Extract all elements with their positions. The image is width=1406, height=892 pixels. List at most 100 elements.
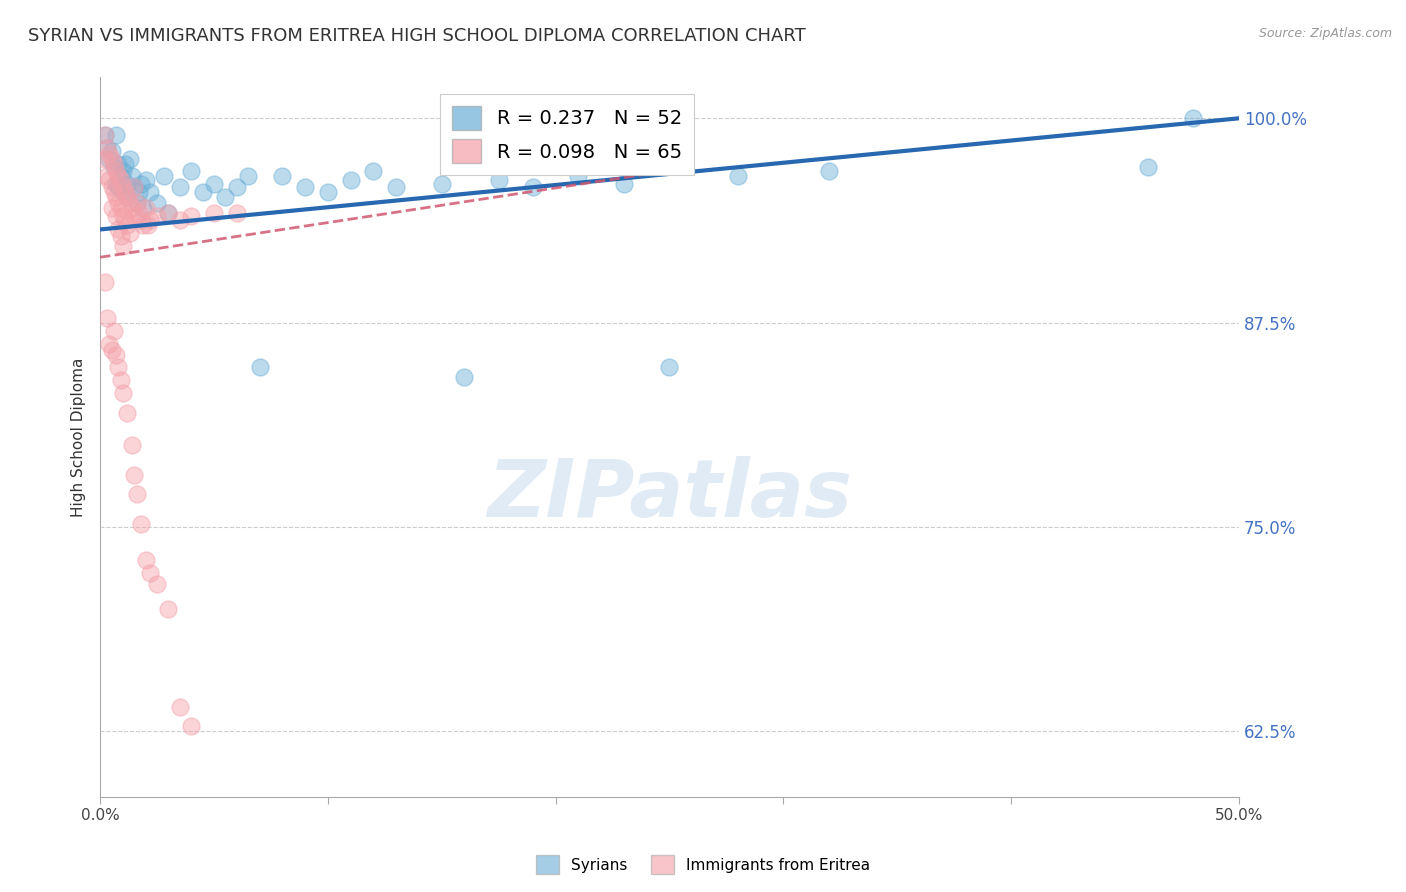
Point xyxy=(567,169,589,183)
Point xyxy=(118,226,141,240)
Point xyxy=(430,177,453,191)
Point xyxy=(157,601,180,615)
Point xyxy=(453,369,475,384)
Point xyxy=(105,348,128,362)
Point xyxy=(124,180,146,194)
Point xyxy=(180,210,202,224)
Point xyxy=(96,141,118,155)
Point xyxy=(110,373,132,387)
Point xyxy=(146,196,169,211)
Point xyxy=(93,128,115,142)
Point xyxy=(385,180,408,194)
Point xyxy=(236,169,259,183)
Point xyxy=(488,173,510,187)
Point xyxy=(136,218,159,232)
Point xyxy=(110,173,132,187)
Point xyxy=(100,201,122,215)
Point xyxy=(180,163,202,178)
Point xyxy=(135,173,157,187)
Point xyxy=(1182,112,1205,126)
Point xyxy=(93,152,115,166)
Point xyxy=(107,359,129,374)
Point xyxy=(191,185,214,199)
Point xyxy=(180,719,202,733)
Point xyxy=(110,201,132,215)
Point xyxy=(105,190,128,204)
Point xyxy=(98,152,121,166)
Point xyxy=(139,185,162,199)
Point xyxy=(271,169,294,183)
Point xyxy=(522,180,544,194)
Point xyxy=(225,180,247,194)
Point xyxy=(100,180,122,194)
Point xyxy=(111,210,134,224)
Point xyxy=(146,210,169,224)
Point xyxy=(249,359,271,374)
Point xyxy=(110,169,132,183)
Point xyxy=(107,157,129,171)
Point xyxy=(93,128,115,142)
Point xyxy=(111,239,134,253)
Point xyxy=(117,190,139,204)
Point xyxy=(135,552,157,566)
Legend: Syrians, Immigrants from Eritrea: Syrians, Immigrants from Eritrea xyxy=(530,849,876,880)
Point xyxy=(118,196,141,211)
Point xyxy=(157,206,180,220)
Point xyxy=(93,275,115,289)
Point xyxy=(818,163,841,178)
Point xyxy=(117,177,139,191)
Point xyxy=(316,185,339,199)
Point xyxy=(103,324,125,338)
Point xyxy=(121,169,143,183)
Text: SYRIAN VS IMMIGRANTS FROM ERITREA HIGH SCHOOL DIPLOMA CORRELATION CHART: SYRIAN VS IMMIGRANTS FROM ERITREA HIGH S… xyxy=(28,27,806,45)
Point xyxy=(294,180,316,194)
Point xyxy=(111,185,134,199)
Point xyxy=(96,310,118,325)
Point xyxy=(100,343,122,358)
Point xyxy=(103,161,125,175)
Point xyxy=(121,201,143,215)
Point xyxy=(225,206,247,220)
Point xyxy=(139,212,162,227)
Point xyxy=(169,699,191,714)
Point xyxy=(107,180,129,194)
Point xyxy=(169,212,191,227)
Point xyxy=(96,141,118,155)
Y-axis label: High School Diploma: High School Diploma xyxy=(72,358,86,516)
Point xyxy=(1136,161,1159,175)
Point xyxy=(105,210,128,224)
Text: ZIPatlas: ZIPatlas xyxy=(486,456,852,533)
Point xyxy=(117,218,139,232)
Point xyxy=(111,180,134,194)
Point xyxy=(135,201,157,215)
Point xyxy=(157,206,180,220)
Point xyxy=(129,212,152,227)
Point xyxy=(111,385,134,400)
Point xyxy=(124,210,146,224)
Point xyxy=(169,180,191,194)
Point xyxy=(114,157,136,171)
Point xyxy=(125,196,148,211)
Point xyxy=(146,577,169,591)
Point xyxy=(98,337,121,351)
Point xyxy=(107,169,129,183)
Point xyxy=(96,169,118,183)
Point xyxy=(105,177,128,191)
Point xyxy=(132,201,155,215)
Point xyxy=(202,206,225,220)
Point xyxy=(613,177,636,191)
Point xyxy=(114,185,136,199)
Point xyxy=(125,196,148,211)
Point xyxy=(132,218,155,232)
Point xyxy=(124,180,146,194)
Point xyxy=(124,467,146,482)
Text: Source: ZipAtlas.com: Source: ZipAtlas.com xyxy=(1258,27,1392,40)
Point xyxy=(105,163,128,178)
Point xyxy=(111,163,134,178)
Point xyxy=(339,173,361,187)
Point xyxy=(128,206,150,220)
Point xyxy=(105,128,128,142)
Point xyxy=(100,144,122,158)
Point xyxy=(139,566,162,580)
Point xyxy=(129,177,152,191)
